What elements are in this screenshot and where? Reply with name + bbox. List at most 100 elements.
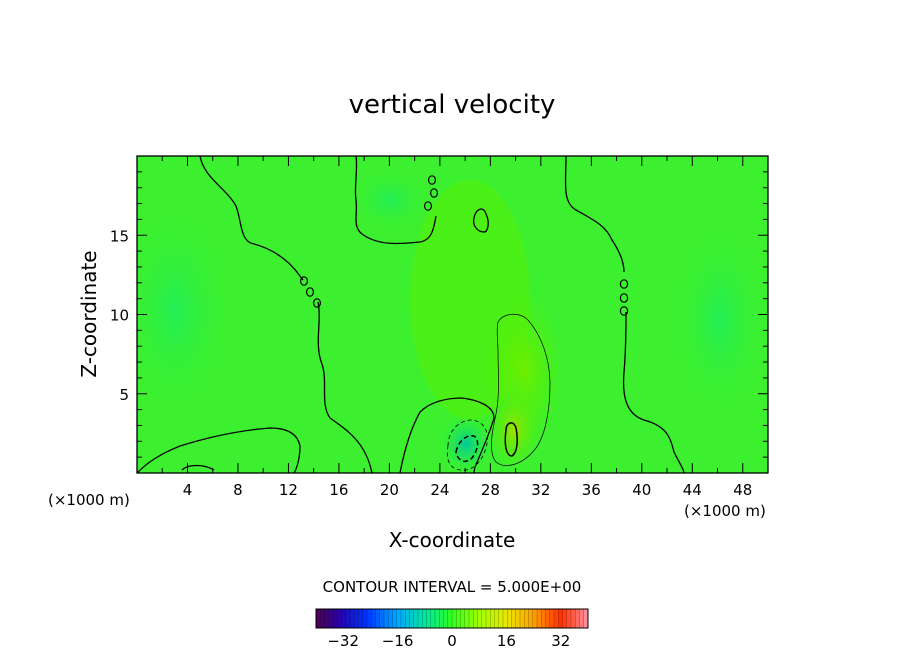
x-tick-label: 24: [430, 481, 449, 499]
colorbar-cell: [545, 609, 551, 628]
colorbar-cell: [490, 609, 495, 628]
colorbar-cell: [379, 609, 385, 628]
colorbar-cell: [549, 609, 555, 628]
colorbar-cell: [337, 609, 342, 628]
colorbar-cell: [341, 609, 347, 628]
colorbar-cell: [494, 609, 500, 628]
colorbar-cell: [435, 609, 440, 628]
colorbar-cell: [388, 609, 393, 628]
colorbar-cell: [532, 609, 538, 628]
colorbar-cell: [524, 609, 529, 628]
contour-interval-text: CONTOUR INTERVAL = 5.000E+00: [323, 578, 582, 596]
x-tick-label: 48: [733, 481, 752, 499]
positive-contour-inner: [504, 422, 518, 457]
x-tick-labels: 4 8 12 16 20 24 28 32 36 40 44 48: [183, 481, 753, 499]
colorbar-cell: [328, 609, 334, 628]
colorbar-cell: [439, 609, 444, 628]
zero-contour-mark: [428, 175, 437, 185]
colorbar-cell: [562, 609, 568, 628]
colorbar-cell: [447, 609, 453, 628]
colorbar-cell: [367, 609, 372, 628]
zero-contour-mark: [424, 201, 433, 211]
colorbar-cell: [528, 609, 534, 628]
colorbar-cell: [481, 609, 487, 628]
colorbar-cell: [486, 609, 491, 628]
x-tick-label: 36: [582, 481, 601, 499]
chart-title: vertical velocity: [349, 90, 556, 120]
y-tick-label: 5: [119, 386, 129, 404]
colorbar-cell: [571, 609, 576, 628]
colorbar-cell: [371, 609, 376, 628]
right-field-region: [660, 200, 768, 440]
y-tick-label: 15: [110, 227, 129, 245]
x-tick-label: 12: [279, 481, 298, 499]
colorbar-cell: [392, 609, 398, 628]
zero-contour-mark: [619, 293, 629, 303]
x-tick-label: 20: [380, 481, 399, 499]
colorbar-cell: [316, 609, 321, 628]
colorbar-cell: [460, 609, 466, 628]
colorbar-cell: [456, 609, 461, 628]
colorbar-cell: [541, 609, 546, 628]
colorbar-cell: [409, 609, 415, 628]
colorbar-cell: [511, 609, 517, 628]
colorbar-cell: [375, 609, 381, 628]
colorbar-cell: [575, 609, 580, 628]
negative-contour-outer: [446, 419, 488, 471]
colorbar-cell: [422, 609, 427, 628]
colorbar-cell: [405, 609, 410, 628]
x-tick-label: 28: [481, 481, 500, 499]
colorbar-cell: [362, 609, 368, 628]
zero-contour-mark: [619, 279, 629, 289]
colorbar-cell: [384, 609, 389, 628]
y-axis-label: Z-coordinate: [77, 250, 101, 377]
zero-contour-mark: [313, 298, 322, 308]
zero-contour-mark: [619, 306, 629, 316]
x-tick-label: 40: [632, 481, 651, 499]
left-field-region: [137, 180, 245, 440]
x-tick-label: 8: [233, 481, 243, 499]
colorbar-cell: [396, 609, 402, 628]
contour-lines: [137, 156, 685, 473]
colorbar-cell: [507, 609, 512, 628]
zero-contour-mark: [306, 287, 315, 297]
zero-contour-island: [472, 208, 489, 233]
colorbar-cell: [520, 609, 525, 628]
colorbar-cell: [401, 609, 406, 628]
zero-contour-right: [564, 156, 685, 473]
zero-contour-upper: [354, 156, 437, 245]
x-tick-label: 4: [183, 481, 193, 499]
colorbar-cells: [315, 609, 589, 628]
axis-ticks: [137, 156, 768, 473]
colorbar-tick-label: 32: [551, 632, 570, 650]
colorbar-cell: [324, 609, 330, 628]
x-tick-label: 32: [531, 481, 550, 499]
colorbar-cell: [426, 609, 432, 628]
x-tick-label: 16: [329, 481, 348, 499]
colorbar-cell: [579, 609, 585, 628]
colorbar-cell: [345, 609, 351, 628]
colorbar-cell: [566, 609, 572, 628]
colorbar-cell: [498, 609, 504, 628]
y-tick-labels: 5 10 15: [110, 227, 129, 404]
colorbar-tick-label: −16: [382, 632, 414, 650]
colorbar-tick-label: −32: [327, 632, 359, 650]
upper-field-region: [340, 160, 440, 240]
colorbar-cell: [354, 609, 359, 628]
colorbar-tick-label: 16: [497, 632, 516, 650]
colorbar-cell: [430, 609, 436, 628]
colorbar-cell: [452, 609, 457, 628]
colorbar-frame: [315, 608, 589, 629]
colorbar-cell: [473, 609, 478, 628]
colorbar-cell: [413, 609, 419, 628]
x-axis-label: X-coordinate: [389, 528, 516, 552]
velocity-field: [137, 160, 768, 473]
x-tick-label: 44: [683, 481, 702, 499]
y-tick-label: 10: [110, 307, 129, 325]
colorbar-cell: [477, 609, 483, 628]
colorbar-cell: [554, 609, 559, 628]
zero-contour-bottom-left: [137, 427, 301, 473]
colorbar-cell: [320, 609, 325, 628]
